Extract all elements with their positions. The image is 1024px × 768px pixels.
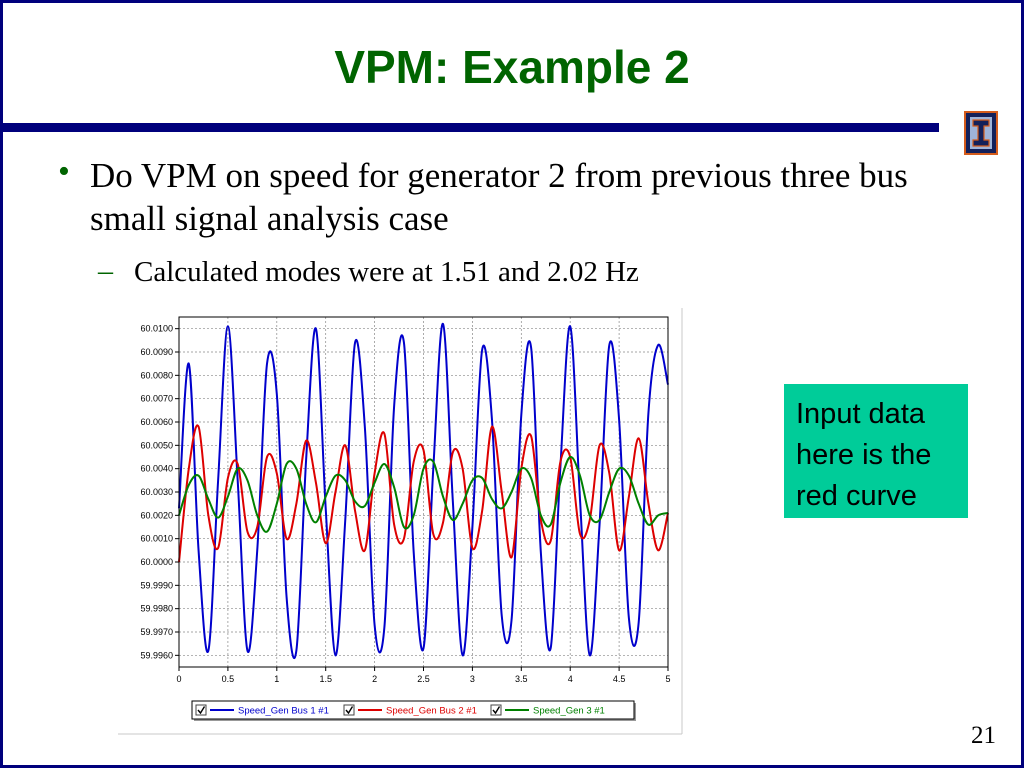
x-tick-label: 3.5 (515, 674, 528, 684)
sub-bullet-text: Calculated modes were at 1.51 and 2.02 H… (134, 256, 639, 288)
x-tick-label: 4.5 (613, 674, 626, 684)
y-tick-label: 59.9960 (140, 650, 173, 660)
y-tick-label: 60.0050 (140, 440, 173, 450)
callout-box: Input data here is the red curve (784, 384, 968, 518)
chart-svg: 60.0100 60.0090 60.0080 60.0070 60.0060 60.00… (118, 308, 684, 736)
x-tick-label: 2 (372, 674, 377, 684)
series-line-1 (178, 322, 669, 659)
y-tick-label: 60.0080 (140, 370, 173, 380)
y-axis-ticks: 60.0100 60.0090 60.0080 60.0070 60.0060 60.00… (140, 324, 179, 660)
y-tick-label: 60.0020 (140, 510, 173, 520)
legend-box (191, 700, 635, 720)
check-icon (197, 706, 206, 715)
y-tick-label: 60.0010 (140, 534, 173, 544)
x-tick-label: 2.5 (417, 674, 430, 684)
y-tick-label: 59.9970 (140, 627, 173, 637)
x-tick-label: 5 (665, 674, 670, 684)
y-tick-label: 60.0100 (140, 324, 173, 334)
chart-series (178, 322, 669, 659)
bullet-dot: • (58, 153, 70, 190)
y-tick-label: 60.0070 (140, 394, 173, 404)
legend-label: Speed_Gen Bus 2 #1 (386, 706, 477, 717)
y-tick-label: 60.0030 (140, 487, 173, 497)
chart-legend: Speed_Gen Bus 1 #1 Speed_Gen Bus 2 #1 Spee… (191, 700, 636, 721)
sub-bullet-dash: – (98, 254, 113, 287)
x-tick-label: 0.5 (222, 674, 235, 684)
bullet-text: Do VPM on speed for generator 2 from pre… (90, 156, 908, 238)
x-tick-label: 1.5 (319, 674, 332, 684)
legend-label: Speed_Gen Bus 1 #1 (238, 706, 329, 717)
legend-checkbox[interactable] (490, 704, 502, 716)
check-icon (345, 706, 354, 715)
y-tick-label: 59.9980 (140, 604, 173, 614)
x-tick-label: 3 (470, 674, 475, 684)
slide-number: 21 (971, 722, 996, 749)
university-logo-icon (964, 111, 998, 155)
check-icon (492, 706, 501, 715)
legend-checkbox[interactable] (343, 704, 355, 716)
y-tick-label: 60.0090 (140, 347, 173, 357)
x-tick-label: 4 (568, 674, 573, 684)
slide-title: VPM: Example 2 (334, 41, 690, 93)
x-tick-label: 0 (176, 674, 181, 684)
y-tick-label: 59.9990 (140, 580, 173, 590)
title-rule (3, 123, 939, 132)
y-tick-label: 60.0040 (140, 464, 173, 474)
plot-border (178, 316, 669, 668)
x-axis-ticks: 0 0.5 1 1.5 2 2.5 3 3.5 4 4.5 5 (176, 667, 671, 684)
block-i-icon (972, 119, 990, 147)
legend-label: Speed_Gen 3 #1 (533, 706, 605, 717)
legend-checkbox[interactable] (195, 704, 207, 716)
x-tick-label: 1 (274, 674, 279, 684)
speed-chart: 60.0100 60.0090 60.0080 60.0070 60.0060 60.00… (118, 308, 684, 736)
y-tick-label: 60.0060 (140, 417, 173, 427)
series-line-3 (178, 455, 669, 533)
y-tick-label: 60.0000 (140, 557, 173, 567)
